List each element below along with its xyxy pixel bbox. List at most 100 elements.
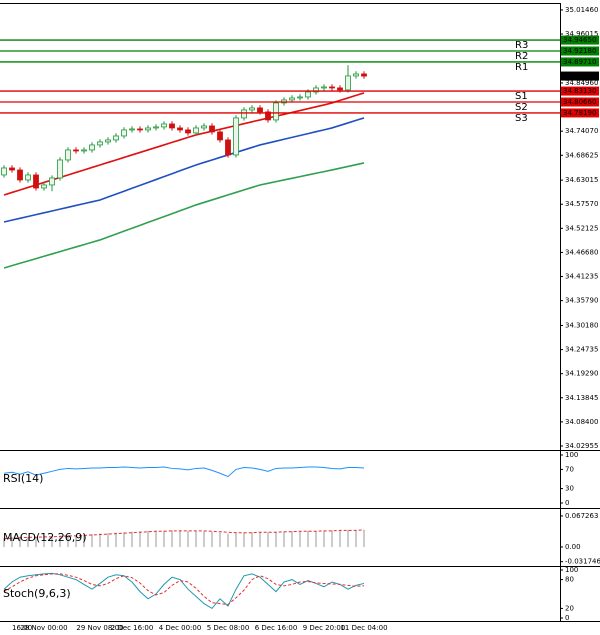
candle-body (1, 167, 7, 176)
pivot-name: S1 (515, 91, 528, 102)
candle-body (9, 167, 15, 171)
candle-body (185, 129, 191, 134)
histogram-bar (331, 530, 333, 547)
y-tick-label: 34.74070 (565, 127, 598, 135)
candle-body (297, 96, 303, 99)
y-tick-label: 0.00 (565, 543, 581, 551)
pivot-name: R2 (515, 51, 528, 62)
y-tick-label: 20 (565, 604, 574, 612)
y-tick-label: 34.41235 (565, 273, 598, 281)
x-tick-label: 6 Dec 16:00 (255, 624, 298, 632)
candle-body (289, 97, 295, 101)
y-tick-label: 34.96015 (565, 30, 598, 38)
candle-body (121, 129, 127, 137)
candle-body (233, 117, 239, 156)
candle-body (73, 149, 79, 152)
pivot-label: 34.78190 (563, 109, 596, 117)
histogram-bar (275, 531, 277, 547)
pivot-name: R3 (515, 40, 528, 51)
histogram-bar (323, 530, 325, 547)
histogram-bar (155, 530, 157, 547)
indicator-label: Stoch(9,6,3) (3, 587, 71, 600)
y-tick-label: 34.13845 (565, 394, 598, 402)
histogram-bar (43, 536, 45, 547)
histogram-bar (179, 530, 181, 547)
candle-body (169, 123, 175, 129)
histogram-bar (283, 531, 285, 547)
histogram-bar (267, 532, 269, 547)
candle-body (257, 107, 263, 113)
candle-body (329, 86, 335, 89)
y-tick-label: -0.031746 (565, 558, 600, 566)
y-tick-label: 34.35790 (565, 297, 598, 305)
histogram-bar (163, 530, 165, 547)
candle-body (113, 135, 119, 141)
y-tick-label: 34.57570 (565, 200, 598, 208)
y-tick-label: 34.46680 (565, 248, 598, 256)
histogram-bar (235, 533, 237, 547)
candle-body (49, 177, 55, 186)
pivot-label: 34.92180 (563, 47, 596, 55)
candle-body (145, 127, 151, 131)
y-tick-label: 35.01460 (565, 6, 598, 14)
candle-body (337, 87, 343, 91)
histogram-bar (83, 534, 85, 547)
candle-body (305, 91, 311, 98)
histogram-bar (99, 533, 101, 547)
histogram-bar (75, 535, 77, 547)
histogram-bar (147, 530, 149, 547)
candle-body (345, 75, 351, 91)
indicator-line (3, 466, 365, 478)
histogram-bar (51, 536, 53, 547)
y-tick-label: 34.19290 (565, 370, 598, 378)
y-tick-label: 0 (565, 614, 569, 622)
x-tick-label: 29 Nov 08:00 (76, 624, 123, 632)
y-tick-label: 34.24735 (565, 346, 598, 354)
histogram-bar (355, 529, 357, 547)
signal-line (3, 529, 365, 540)
histogram-bar (91, 534, 93, 547)
candle-body (65, 149, 71, 161)
x-tick-label: 9 Dec 20:00 (303, 624, 346, 632)
histogram-bar (347, 529, 349, 547)
histogram-bar (243, 532, 245, 547)
y-tick-label: 34.08400 (565, 418, 598, 426)
histogram-bar (219, 532, 221, 547)
x-tick-label: 2 Dec 16:00 (111, 624, 154, 632)
pivot-label: 34.94650 (563, 36, 596, 44)
candle-body (33, 174, 39, 189)
last-price-label: 34.86522 (563, 72, 596, 80)
histogram-bar (131, 531, 133, 547)
y-tick-label: 80 (565, 576, 574, 584)
candle-body (129, 128, 135, 131)
candle-body (321, 86, 327, 89)
moving-average (3, 117, 365, 223)
candle-body (313, 87, 319, 93)
histogram-bar (187, 530, 189, 547)
y-tick-label: 34.84960 (565, 79, 598, 87)
histogram-bar (171, 530, 173, 547)
pivot-name: R1 (515, 62, 528, 73)
candle-body (249, 107, 255, 111)
pivot-box (561, 35, 599, 45)
histogram-bar (3, 537, 5, 547)
candle-body (209, 125, 215, 133)
candle-body (17, 169, 23, 181)
y-tick-label: 100 (565, 451, 578, 459)
histogram-bar (35, 536, 37, 547)
candle-body (89, 144, 95, 151)
histogram-bar (27, 536, 29, 547)
histogram-bar (251, 532, 253, 547)
histogram-bar (291, 531, 293, 547)
histogram-bar (67, 535, 69, 547)
pivot-name: S2 (515, 102, 528, 113)
y-tick-label: 34.52125 (565, 224, 598, 232)
histogram-bar (139, 531, 141, 547)
x-tick-label: 4 Dec 00:00 (159, 624, 202, 632)
indicator-label: MACD(12,26,9) (3, 531, 87, 544)
moving-average (3, 92, 365, 196)
y-tick-label: 34.30180 (565, 321, 598, 329)
indicator-line (3, 572, 365, 610)
